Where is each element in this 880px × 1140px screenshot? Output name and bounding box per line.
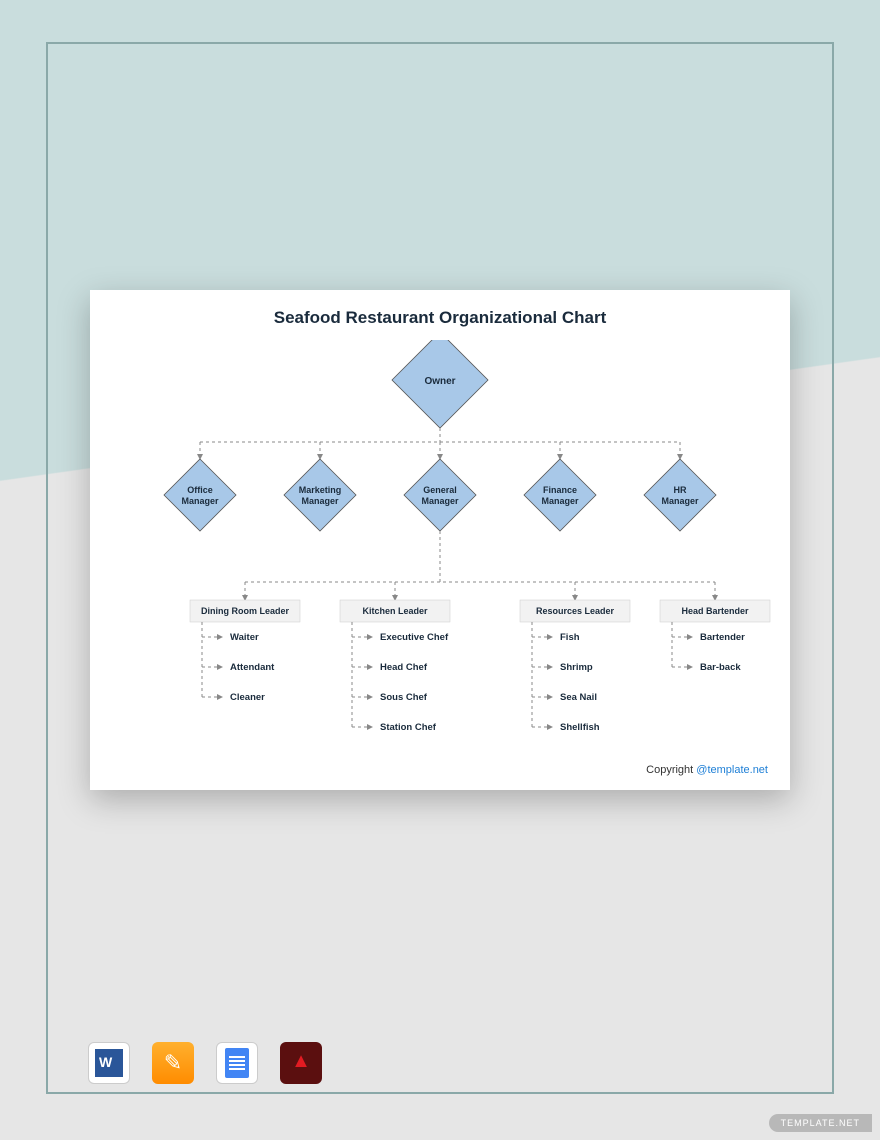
svg-text:Marketing: Marketing (299, 485, 342, 495)
pages-icon[interactable] (152, 1042, 194, 1084)
svg-text:General: General (423, 485, 457, 495)
svg-text:Resources Leader: Resources Leader (536, 606, 615, 616)
svg-text:Manager: Manager (421, 496, 459, 506)
copyright-link[interactable]: @template.net (696, 764, 768, 776)
google-docs-icon[interactable] (216, 1042, 258, 1084)
svg-text:Fish: Fish (560, 632, 580, 643)
word-icon[interactable] (88, 1042, 130, 1084)
svg-text:Sea Nail: Sea Nail (560, 692, 597, 703)
svg-text:Kitchen Leader: Kitchen Leader (362, 606, 428, 616)
svg-text:Office: Office (187, 485, 213, 495)
svg-text:Manager: Manager (541, 496, 579, 506)
svg-text:Owner: Owner (424, 376, 455, 387)
chart-title: Seafood Restaurant Organizational Chart (90, 290, 790, 328)
svg-text:Head Bartender: Head Bartender (681, 606, 749, 616)
svg-text:Bartender: Bartender (700, 632, 745, 643)
svg-text:Manager: Manager (181, 496, 219, 506)
watermark: TEMPLATE.NET (769, 1114, 872, 1132)
svg-text:Manager: Manager (661, 496, 699, 506)
svg-text:Sous Chef: Sous Chef (380, 692, 428, 703)
svg-text:Cleaner: Cleaner (230, 692, 265, 703)
pdf-icon[interactable] (280, 1042, 322, 1084)
svg-text:Shrimp: Shrimp (560, 662, 593, 673)
file-format-icons (88, 1042, 322, 1084)
svg-text:Attendant: Attendant (230, 662, 275, 673)
svg-text:Finance: Finance (543, 485, 577, 495)
copyright: Copyright @template.net (646, 764, 768, 776)
chart-card: Seafood Restaurant Organizational Chart … (90, 290, 790, 790)
svg-text:Waiter: Waiter (230, 632, 259, 643)
svg-text:Executive Chef: Executive Chef (380, 632, 449, 643)
svg-text:Station Chef: Station Chef (380, 722, 437, 733)
svg-text:Manager: Manager (301, 496, 339, 506)
svg-text:Head Chef: Head Chef (380, 662, 428, 673)
svg-text:HR: HR (674, 485, 687, 495)
org-chart-svg: OwnerOfficeManagerMarketingManagerGenera… (90, 340, 790, 760)
svg-text:Bar-back: Bar-back (700, 662, 741, 673)
svg-text:Shellfish: Shellfish (560, 722, 600, 733)
svg-text:Dining Room Leader: Dining Room Leader (201, 606, 290, 616)
